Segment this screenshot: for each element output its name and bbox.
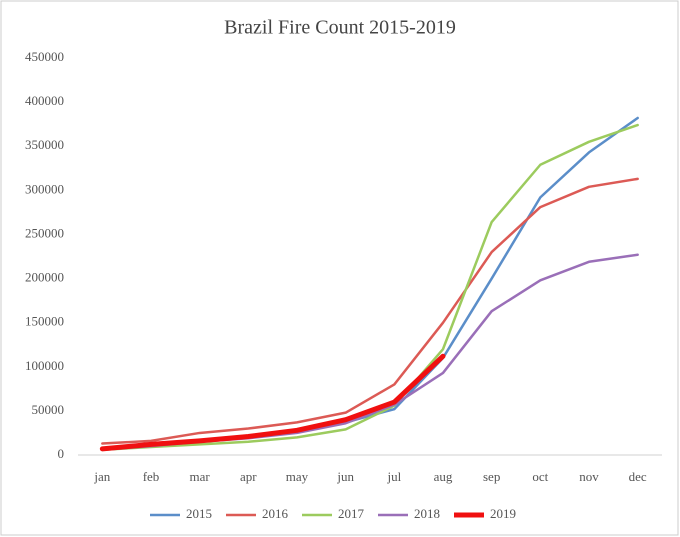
y-tick-label: 350000 [25,137,64,152]
y-tick-label: 250000 [25,225,64,240]
y-tick-label: 450000 [25,49,64,64]
series-line [101,177,639,445]
x-tick-label: jan [93,469,110,484]
x-tick-label: jun [336,469,354,484]
x-tick-label: oct [532,469,548,484]
y-tick-label: 100000 [25,358,64,373]
x-tick-label: feb [143,469,160,484]
y-tick-label: 400000 [25,93,64,108]
x-tick-label: nov [579,469,599,484]
x-tick-label: apr [240,469,257,484]
legend-label: 2015 [186,506,212,521]
x-tick-label: jul [386,469,401,484]
x-tick-label: mar [190,469,211,484]
x-tick-label: aug [434,469,453,484]
y-tick-label: 0 [58,446,65,461]
y-tick-label: 200000 [25,270,64,285]
legend-label: 2017 [338,506,365,521]
y-tick-label: 300000 [25,181,64,196]
series-line [99,353,446,452]
y-tick-label: 50000 [32,402,65,417]
chart-title: Brazil Fire Count 2015-2019 [224,17,456,39]
x-tick-label: sep [483,469,500,484]
legend-label: 2016 [262,506,289,521]
y-tick-label: 150000 [25,314,64,329]
legend-label: 2018 [414,506,440,521]
x-tick-label: may [286,469,309,484]
x-tick-label: dec [629,469,647,484]
series-line [101,123,639,451]
legend-label: 2019 [490,506,516,521]
